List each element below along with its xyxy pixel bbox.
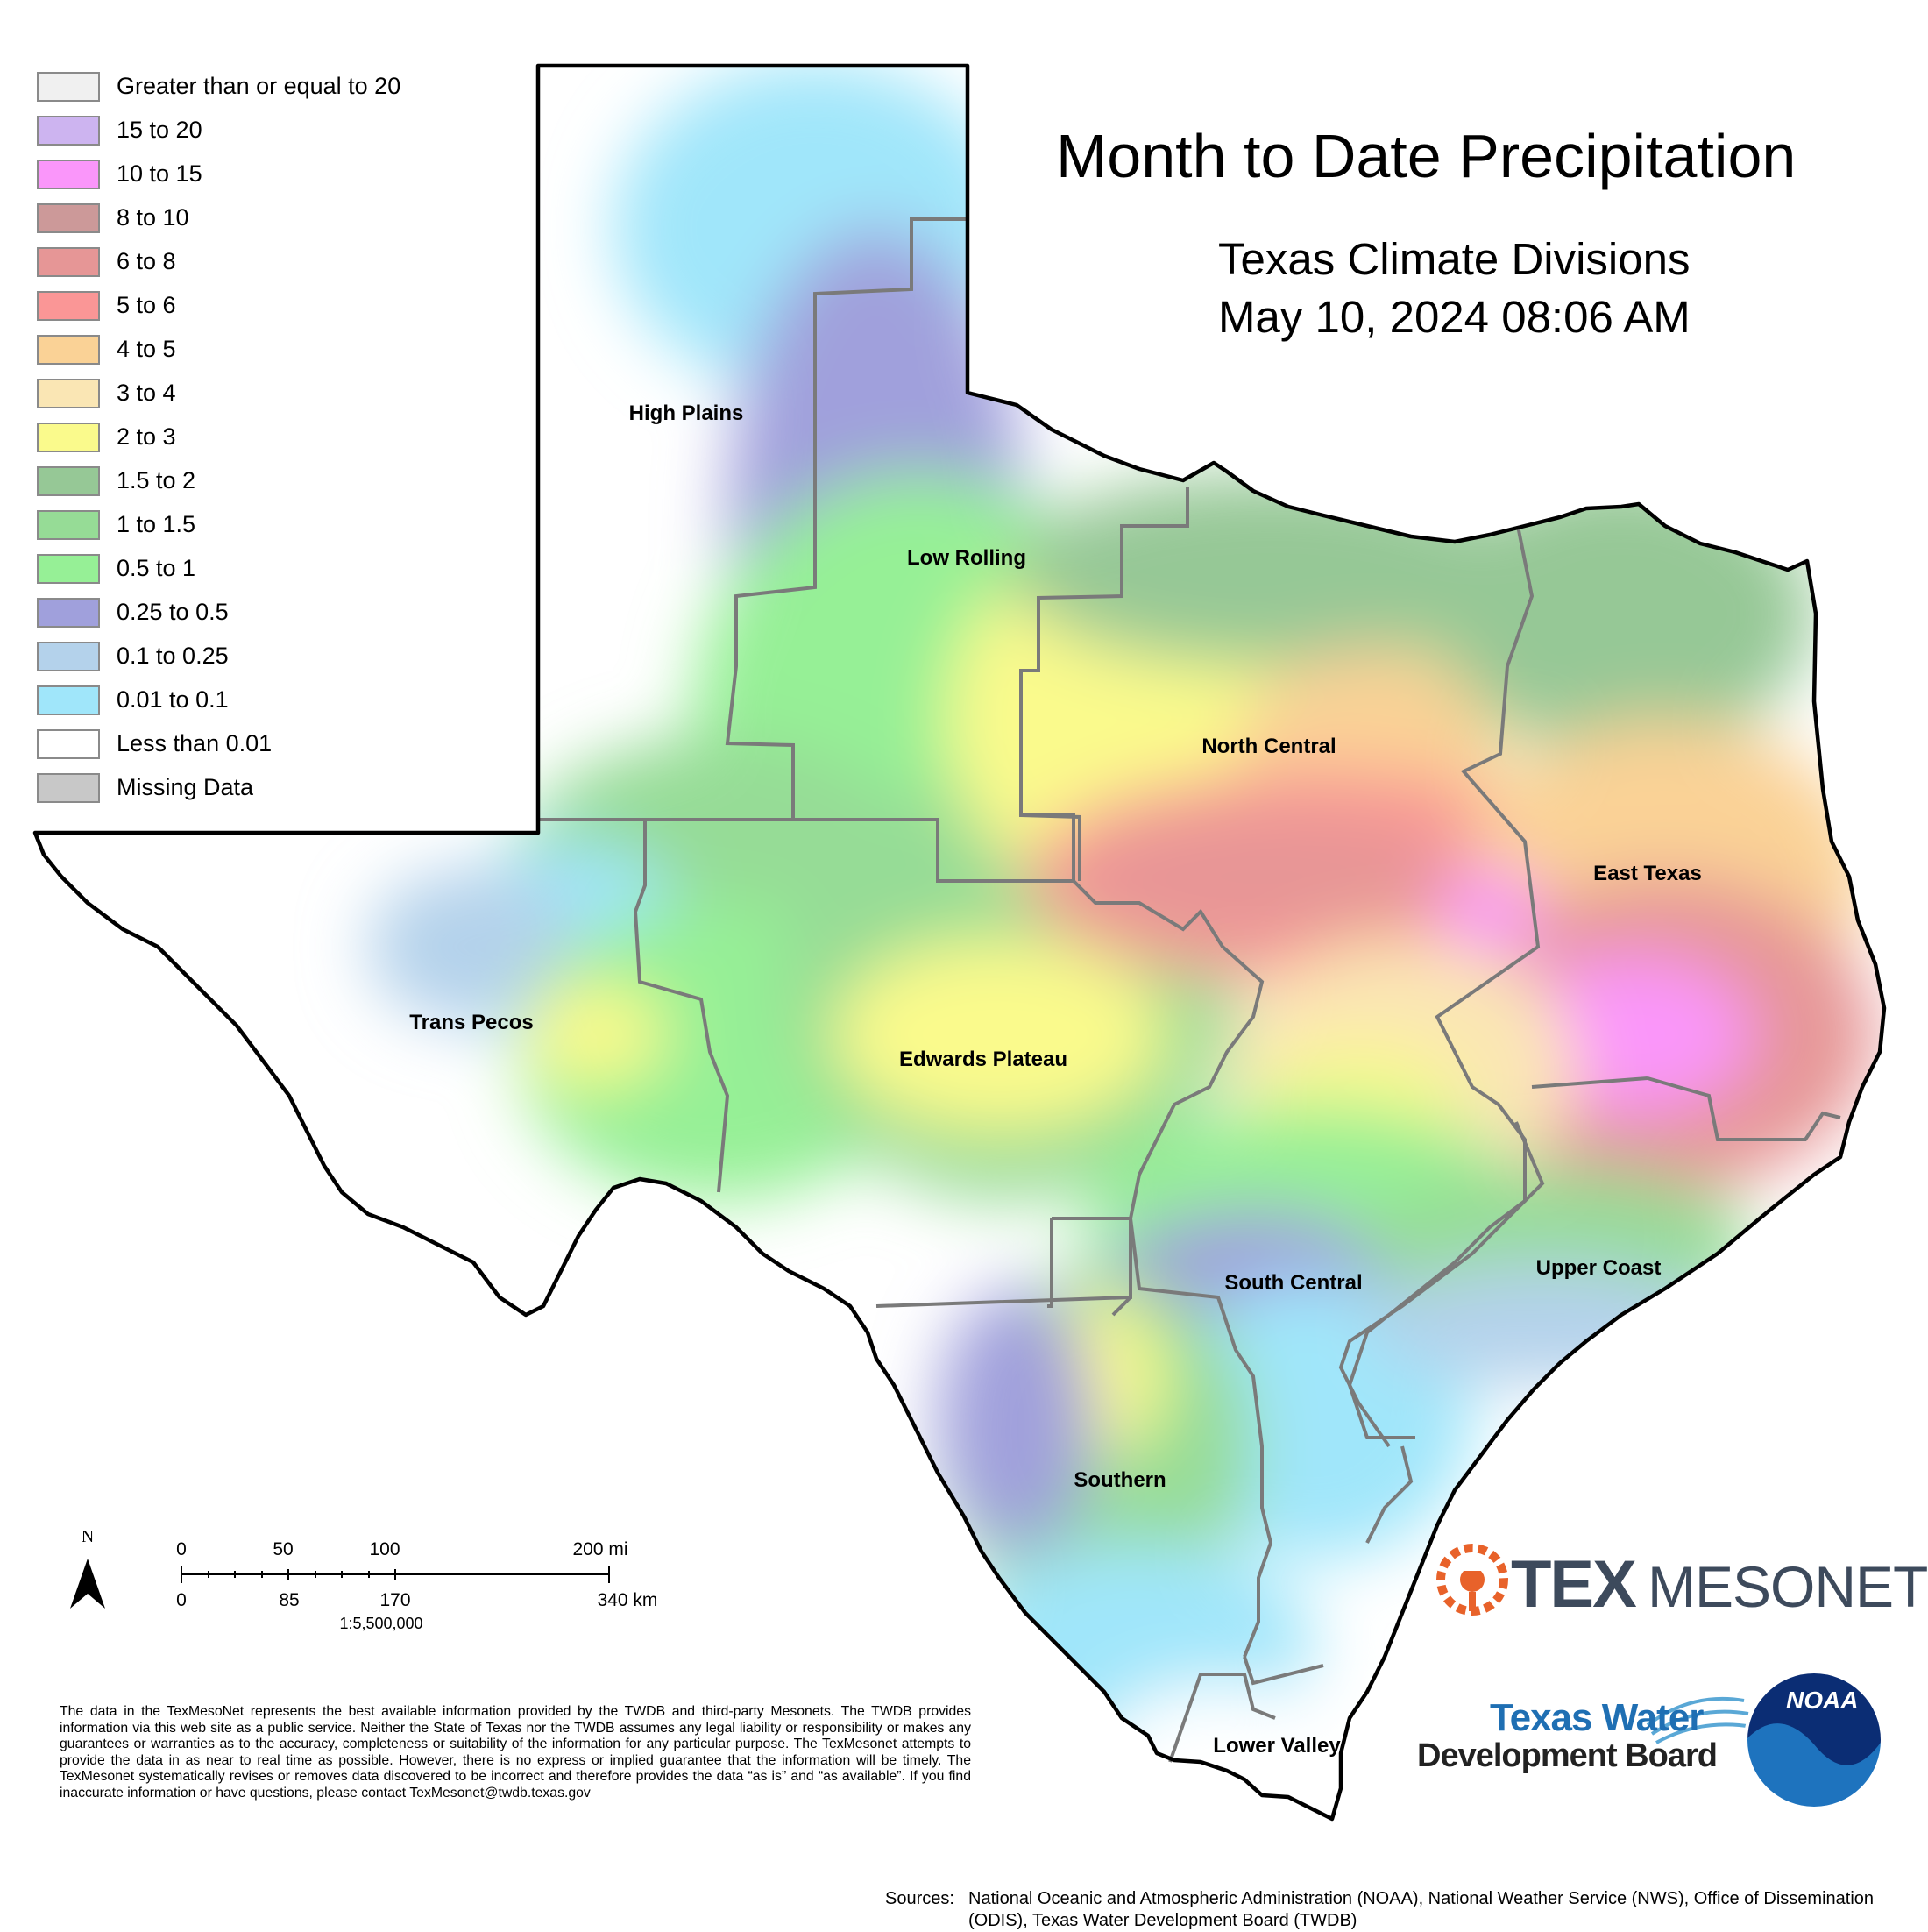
legend-item: 4 to 5 [37, 335, 528, 368]
legend-item: 15 to 20 [37, 116, 528, 149]
legend-item: 5 to 6 [37, 291, 528, 324]
legend-label: Greater than or equal to 20 [117, 73, 401, 99]
legend-label: 5 to 6 [117, 292, 176, 318]
legend-label: 3 to 4 [117, 380, 176, 406]
region-label-high-plains: High Plains [628, 401, 744, 425]
legend-label: 0.5 to 1 [117, 555, 196, 581]
legend-swatch [37, 247, 100, 277]
legend-item: 6 to 8 [37, 247, 528, 281]
twdb-logo-line1: Texas Water [1490, 1696, 1704, 1739]
legend-label: Less than 0.01 [117, 730, 273, 756]
scale-km-340: 340 km [597, 1590, 658, 1610]
legend-item: 1 to 1.5 [37, 510, 528, 543]
legend-label: 2 to 3 [117, 423, 176, 450]
legend-label: 10 to 15 [117, 160, 202, 187]
legend-item: Missing Data [37, 773, 528, 806]
legend-item: 10 to 15 [37, 160, 528, 193]
map-subtitle: Texas Climate Divisions [1218, 234, 1691, 284]
scale-mi-0: 0 [176, 1539, 187, 1559]
legend-label: Missing Data [117, 774, 254, 800]
north-label: N [81, 1527, 95, 1546]
scale-mi-200: 200 mi [572, 1539, 628, 1559]
climate-division-borders [538, 217, 1841, 1763]
scale-km-85: 85 [279, 1590, 300, 1610]
legend-swatch [37, 116, 100, 146]
texmesonet-logo-mesonet: MESONET [1648, 1554, 1928, 1619]
sources-label: Sources: [885, 1889, 954, 1908]
legend-swatch [37, 379, 100, 408]
twdb-wave-icon [1646, 1696, 1754, 1744]
legend-swatch [37, 685, 100, 715]
region-label-east-texas: East Texas [1593, 862, 1702, 885]
legend-item: 0.01 to 0.1 [37, 685, 528, 719]
legend-swatch [37, 510, 100, 540]
scale-mi-100: 100 [369, 1539, 400, 1559]
legend-swatch [37, 291, 100, 321]
scale-km-0: 0 [176, 1590, 187, 1610]
legend-swatch [37, 466, 100, 496]
scale-ratio: 1:5,500,000 [339, 1615, 423, 1632]
legend-swatch [37, 598, 100, 628]
legend-swatch [37, 729, 100, 759]
noaa-logo-icon [1744, 1670, 1884, 1810]
region-label-trans-pecos: Trans Pecos [409, 1011, 534, 1034]
legend-item: 3 to 4 [37, 379, 528, 412]
legend-swatch [37, 423, 100, 452]
legend-item: 1.5 to 2 [37, 466, 528, 500]
region-label-upper-coast: Upper Coast [1535, 1256, 1662, 1280]
region-label-low-rolling: Low Rolling [907, 546, 1026, 570]
legend-item: 8 to 10 [37, 203, 528, 237]
region-label-edwards-plateau: Edwards Plateau [898, 1048, 1068, 1071]
region-label-southern: Southern [1074, 1468, 1166, 1492]
texas-outline [32, 63, 1887, 1822]
legend-swatch [37, 773, 100, 803]
legend-label: 0.1 to 0.25 [117, 643, 229, 669]
scale-km-170: 170 [379, 1590, 411, 1610]
map-date: May 10, 2024 08:06 AM [1218, 292, 1691, 342]
scale-bar [181, 1566, 610, 1583]
twdb-logo-line2: Development Board [1417, 1737, 1718, 1774]
north-arrow-icon [70, 1559, 105, 1609]
legend-swatch [37, 203, 100, 233]
legend-item: 0.5 to 1 [37, 554, 528, 587]
texmesonet-logo-icon [1436, 1544, 1508, 1616]
legend-swatch [37, 554, 100, 584]
legend-swatch [37, 160, 100, 189]
legend-label: 0.25 to 0.5 [117, 599, 229, 625]
legend-item: 0.1 to 0.25 [37, 642, 528, 675]
noaa-logo-text: NOAA [1786, 1687, 1859, 1714]
scale-mi-50: 50 [273, 1539, 294, 1559]
legend-label: 4 to 5 [117, 336, 176, 362]
region-label-north-central: North Central [1201, 735, 1336, 758]
texmesonet-logo-tex: TEX [1511, 1547, 1637, 1622]
legend-label: 1.5 to 2 [117, 467, 196, 494]
legend-item: 0.25 to 0.5 [37, 598, 528, 631]
sources-text: National Oceanic and Atmospheric Adminis… [968, 1889, 1875, 1930]
disclaimer-text: The data in the TexMesoNet represents th… [60, 1704, 971, 1801]
legend-swatch [37, 642, 100, 671]
map-title: Month to Date Precipitation [1056, 122, 1797, 190]
legend-item: 2 to 3 [37, 423, 528, 456]
legend-item: Greater than or equal to 20 [37, 72, 528, 105]
legend-swatch [37, 72, 100, 102]
legend-label: 0.01 to 0.1 [117, 686, 229, 713]
region-label-lower-valley: Lower Valley [1213, 1734, 1341, 1758]
legend-label: 1 to 1.5 [117, 511, 196, 537]
legend-label: 8 to 10 [117, 204, 189, 231]
legend-swatch [37, 335, 100, 365]
legend-label: 6 to 8 [117, 248, 176, 274]
legend-item: Less than 0.01 [37, 729, 528, 763]
region-label-south-central: South Central [1224, 1271, 1363, 1295]
legend-label: 15 to 20 [117, 117, 202, 143]
